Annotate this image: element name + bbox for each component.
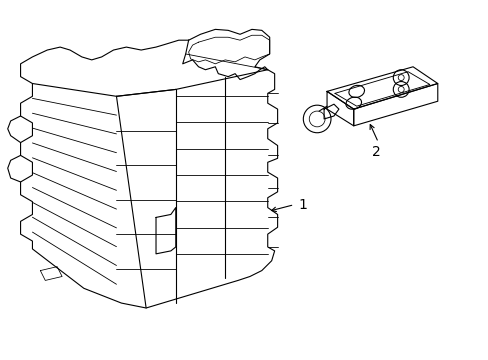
Text: 1: 1 [298, 198, 306, 212]
Text: 2: 2 [371, 145, 380, 159]
